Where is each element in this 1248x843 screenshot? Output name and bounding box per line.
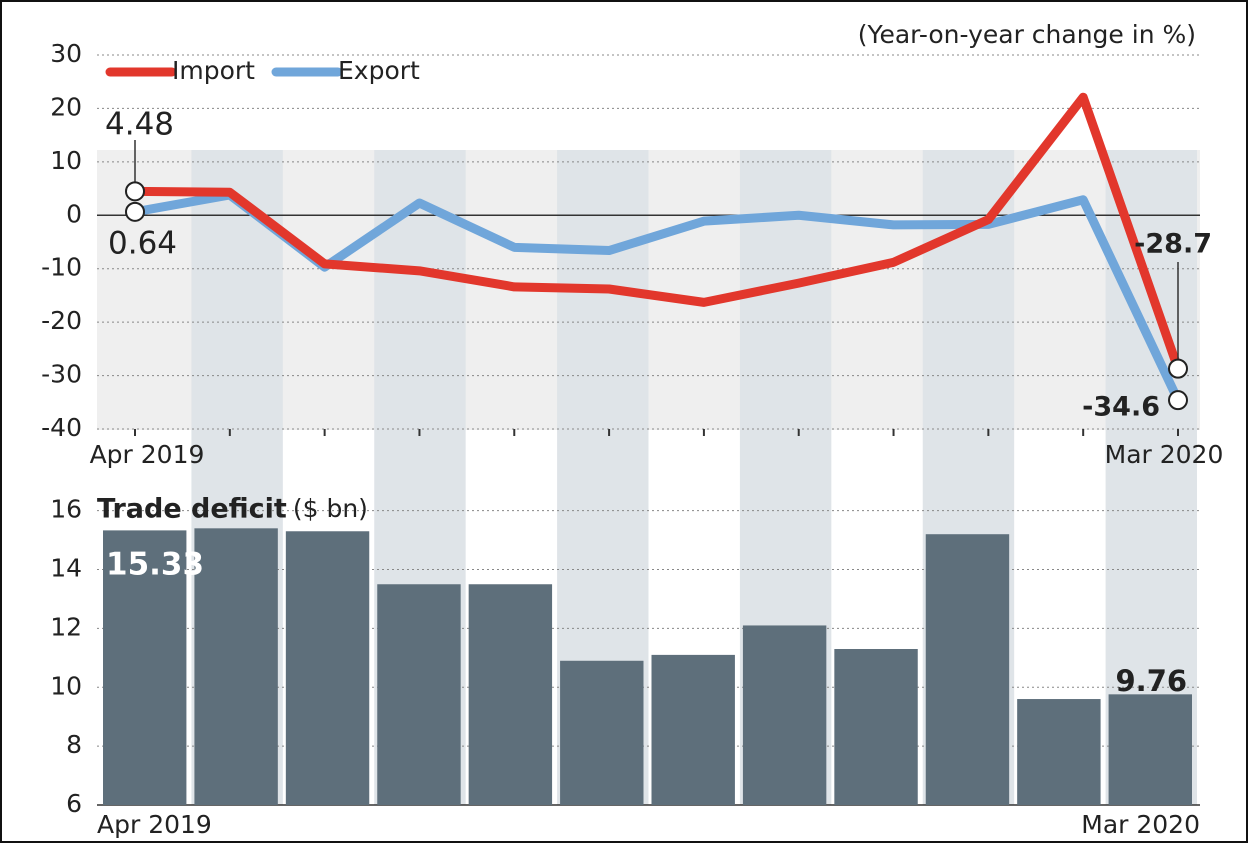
bar	[834, 649, 918, 805]
series-line	[130, 92, 1183, 374]
y-tick-label: -20	[41, 306, 82, 335]
value-label: 0.64	[108, 226, 177, 262]
y-tick-label: 6	[66, 789, 82, 818]
y-tick-label: 10	[50, 146, 82, 175]
y-tick-label: 0	[66, 199, 82, 228]
bar	[468, 584, 553, 805]
bar	[651, 654, 735, 805]
value-label: -34.6	[1082, 392, 1160, 423]
legend-label: Import	[172, 56, 255, 85]
legend-label: Export	[338, 56, 420, 85]
point-marker	[1168, 390, 1188, 411]
y-tick-label: -40	[41, 413, 82, 442]
x-tick-label: Mar 2020	[1081, 810, 1200, 839]
plot: -40 -30 -20 -10 0 10 20 30 Apr 2019 Mar 2020 (Year…	[41, 20, 1223, 839]
subtitle: ($ bn)	[293, 494, 368, 523]
y-tick-label: 8	[66, 730, 82, 759]
point-marker	[125, 201, 145, 222]
bar	[377, 584, 461, 805]
value-label: 4.48	[105, 107, 174, 143]
value-label: -28.7	[1134, 229, 1212, 260]
y-tick-label: 20	[50, 92, 82, 121]
point-marker	[1168, 358, 1188, 379]
bar	[103, 530, 187, 805]
y-tick-label: 12	[50, 612, 82, 641]
bar	[925, 534, 1010, 805]
y-tick-label: 10	[50, 671, 82, 700]
chart-title: Trade deficit	[97, 494, 287, 525]
bar	[742, 625, 827, 805]
bar	[1017, 699, 1101, 805]
y-tick-label: 16	[50, 495, 82, 524]
value-label: 15.33	[106, 547, 204, 583]
subtitle: (Year-on-year change in %)	[858, 20, 1196, 49]
value-label: 9.76	[1116, 664, 1188, 698]
x-tick-label: Apr 2019	[97, 810, 212, 839]
bar	[1108, 694, 1192, 805]
bar	[560, 660, 644, 805]
y-tick-label: 14	[50, 554, 82, 583]
x-tick-label: Mar 2020	[1105, 440, 1224, 469]
point-marker	[125, 181, 145, 202]
y-tick-label: 30	[50, 39, 82, 68]
bar	[194, 528, 278, 805]
y-tick-label: -30	[41, 360, 82, 389]
y-tick-label: -10	[41, 253, 82, 282]
bar	[285, 531, 370, 805]
x-tick-label: Apr 2019	[90, 440, 205, 469]
